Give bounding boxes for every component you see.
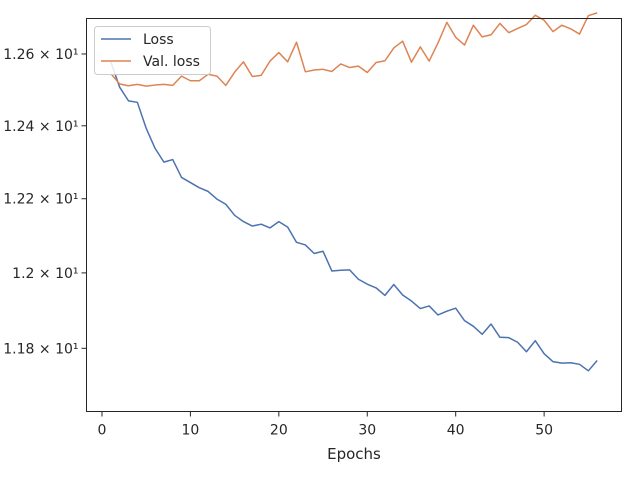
x-tick-label: 40 (447, 423, 465, 439)
x-tick-label: 50 (535, 423, 553, 439)
legend: Loss Val. loss (94, 26, 211, 75)
y-tick-label: 1.26 × 10¹ (3, 47, 78, 63)
legend-label-val-loss: Val. loss (143, 54, 200, 70)
x-tick-label: 20 (270, 423, 288, 439)
x-tick-label: 10 (181, 423, 199, 439)
x-axis-label: Epochs (327, 445, 381, 463)
y-tick-label: 1.24 × 10¹ (3, 119, 78, 135)
legend-label-loss: Loss (143, 32, 174, 48)
series-line-val-loss (110, 12, 598, 87)
y-tick-label: 1.2 × 10¹ (12, 266, 78, 282)
x-tick-label: 0 (98, 423, 107, 439)
series-lines (110, 12, 598, 372)
series-line-loss (110, 61, 598, 372)
y-tick-label: 1.18 × 10¹ (3, 341, 78, 357)
axis-ticks: 0 10 20 30 40 50 1.18 × 10¹ 1.2 × 10¹ 1.22 × 10¹… (3, 47, 553, 439)
y-tick-label: 1.22 × 10¹ (3, 192, 78, 208)
x-tick-label: 30 (358, 423, 376, 439)
plot-frame (86, 18, 622, 412)
